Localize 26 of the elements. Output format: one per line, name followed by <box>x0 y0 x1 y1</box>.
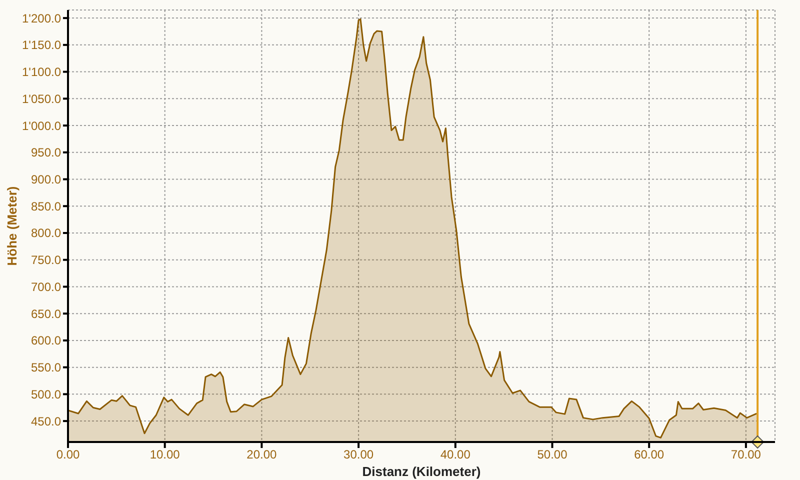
y-tick-label: 850.0 <box>30 199 62 214</box>
y-tick-label: 500.0 <box>30 387 62 402</box>
y-tick-label: 1'150.0 <box>22 38 62 52</box>
y-tick-label: 600.0 <box>30 334 62 348</box>
y-tick-label: 1'050.0 <box>22 92 62 106</box>
x-tick-label: 40.00 <box>440 448 471 462</box>
y-tick-label: 1'100.0 <box>22 65 62 80</box>
y-tick-label: 450.0 <box>30 414 62 428</box>
y-tick-label: 800.0 <box>30 226 62 240</box>
x-tick-label: 20.00 <box>246 448 278 462</box>
x-tick-label: 30.00 <box>344 448 374 462</box>
y-tick-label: 700.0 <box>30 280 62 294</box>
x-tick-label: 50.00 <box>537 448 568 462</box>
x-tick-label: 70.00 <box>730 448 762 462</box>
y-tick-label: 750.0 <box>30 253 62 268</box>
y-tick-label: 950.0 <box>30 146 62 160</box>
y-tick-label: 1'000.0 <box>22 118 62 133</box>
x-tick-label: 10.00 <box>150 448 180 462</box>
y-tick-label: 900.0 <box>30 172 62 187</box>
y-tick-label: 650.0 <box>30 306 62 321</box>
x-axis-title: Distanz (Kilometer) <box>362 464 481 479</box>
y-tick-label: 1'200.0 <box>22 11 62 26</box>
y-axis-title: Höhe (Meter) <box>4 186 20 266</box>
x-tick-label: 60.00 <box>634 448 664 462</box>
y-tick-label: 550.0 <box>30 360 62 375</box>
x-tick-label: 0.00 <box>56 448 80 462</box>
